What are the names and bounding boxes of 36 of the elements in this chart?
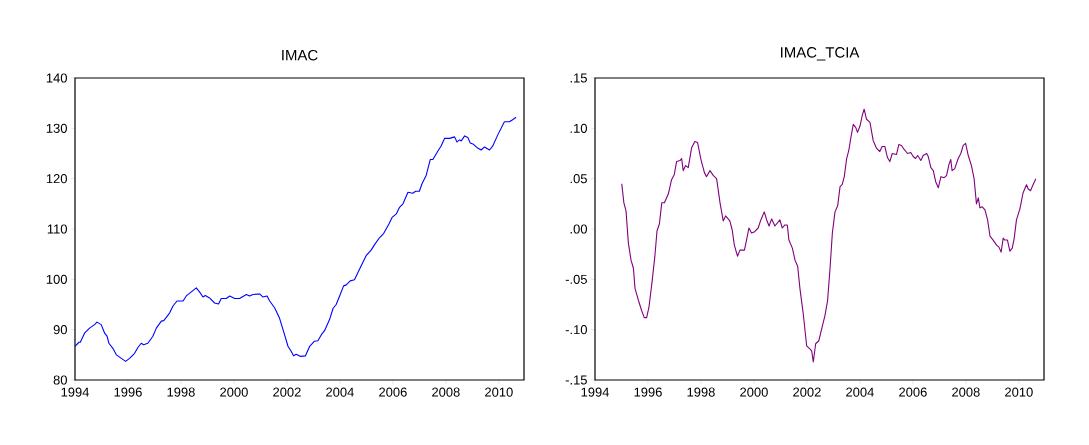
- x-tick-label: 1996: [114, 387, 142, 397]
- y-tick-label: -.10: [565, 325, 587, 335]
- y-tick-label: 100: [46, 274, 67, 284]
- x-tick-label: 2004: [326, 387, 354, 397]
- x-tick-label: 2008: [952, 387, 980, 397]
- x-tick-label: 1998: [687, 387, 715, 397]
- x-tick-label: 2004: [846, 387, 874, 397]
- line-series: [621, 108, 1037, 363]
- x-tick-label: 2010: [1005, 387, 1033, 397]
- x-tick-label: 2000: [220, 387, 248, 397]
- x-tick-label: 2008: [432, 387, 460, 397]
- y-tick-label: .10: [570, 123, 587, 133]
- x-tick-label: 1994: [581, 387, 610, 397]
- x-tick-label: 2002: [793, 387, 821, 397]
- y-tick-label: 80: [53, 375, 67, 385]
- x-tick-label: 1996: [634, 387, 662, 397]
- y-tick-label: -.15: [565, 375, 587, 385]
- chart-title: IMAC_TCIA: [781, 47, 860, 61]
- y-tick-label: .00: [570, 224, 587, 234]
- x-tick-label: 2000: [740, 387, 768, 397]
- y-tick-label: 90: [53, 325, 67, 335]
- y-tick-label: 110: [47, 224, 67, 234]
- y-tick-label: -.05: [565, 274, 587, 284]
- chart-title: IMAC: [282, 49, 318, 61]
- x-tick-label: 1998: [167, 387, 195, 397]
- y-tick-label: .15: [570, 73, 587, 83]
- x-tick-label: 2010: [485, 387, 513, 397]
- y-tick-label: 120: [46, 174, 67, 184]
- x-tick-label: 2002: [273, 387, 301, 397]
- x-tick-label: 2006: [379, 387, 407, 397]
- x-tick-label: 1994: [61, 387, 90, 397]
- x-tick-label: 2006: [899, 387, 927, 397]
- y-tick-label: 130: [46, 123, 67, 133]
- line-series: [75, 116, 517, 362]
- y-tick-label: 140: [46, 73, 67, 83]
- y-tick-label: .05: [570, 174, 587, 184]
